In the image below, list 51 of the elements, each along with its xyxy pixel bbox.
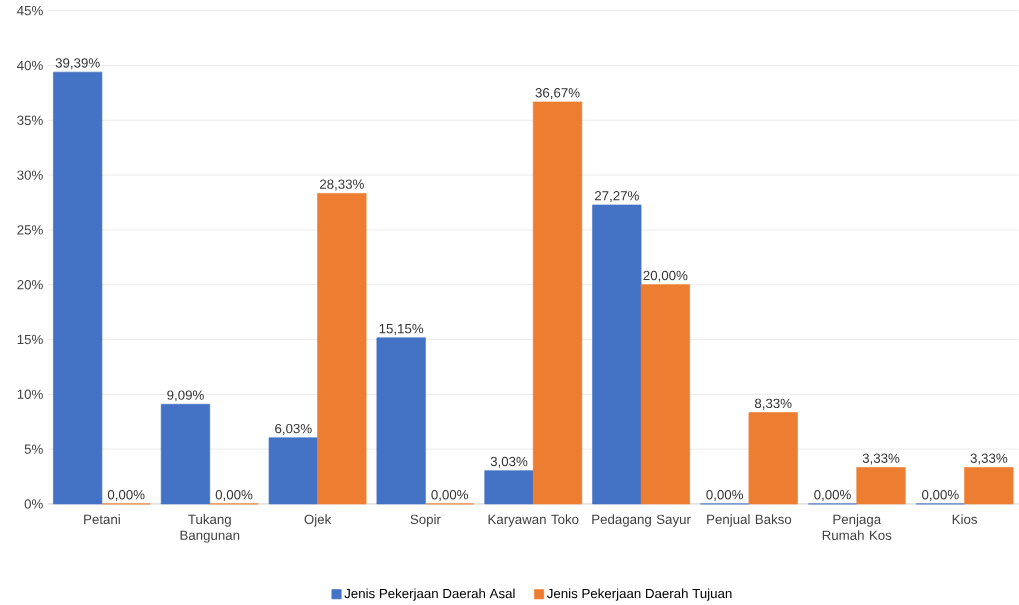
- y-tick-label: 20%: [17, 279, 43, 290]
- y-tick-label: 5%: [24, 444, 43, 454]
- bar: [53, 71, 103, 505]
- bar: [484, 470, 534, 505]
- data-label: 0,00%: [922, 489, 959, 501]
- data-label: 36,67%: [535, 87, 580, 99]
- y-tick-label: 10%: [17, 389, 43, 399]
- bar: [160, 403, 211, 505]
- x-tick-label: Petani: [84, 514, 120, 524]
- legend-label: Jenis Pekerjaan Daerah Tujuan: [546, 588, 732, 601]
- data-label: 0,00%: [706, 489, 744, 501]
- x-tick-label: Karyawan Toko: [488, 514, 579, 527]
- y-tick-label: 30%: [17, 170, 43, 180]
- x-tick-label: Kios: [952, 514, 978, 524]
- legend-label: Jenis Pekerjaan Daerah Asal: [344, 588, 515, 601]
- data-label: 3,03%: [490, 456, 528, 468]
- x-tick-label: Penjual Bakso: [707, 514, 792, 527]
- data-label: 39,39%: [55, 58, 100, 70]
- bar: [268, 437, 318, 505]
- data-label: 0,00%: [107, 489, 145, 501]
- y-tick-label: 0%: [24, 499, 43, 509]
- y-tick-label: 15%: [17, 334, 43, 344]
- bar: [748, 412, 798, 505]
- data-label: 3,33%: [970, 453, 1008, 465]
- x-tick-label: Penjaga Rumah Kos: [822, 514, 892, 540]
- y-tick-label: 45%: [17, 5, 43, 16]
- data-label: 6,03%: [275, 423, 312, 435]
- x-tick-label: Ojek: [304, 514, 332, 527]
- x-tick-label: Tukang Bangunan: [180, 514, 240, 543]
- data-label: 0,00%: [215, 489, 253, 501]
- data-label: 27,27%: [594, 190, 639, 202]
- x-tick-label: Pedagang Sayur: [592, 514, 691, 527]
- y-tick-label: 40%: [17, 60, 43, 70]
- bar: [640, 284, 690, 505]
- bar: [532, 101, 583, 505]
- data-label: 3,33%: [862, 453, 900, 465]
- data-label: 0,00%: [814, 489, 851, 501]
- bar: [317, 192, 367, 505]
- bar: [592, 204, 642, 505]
- data-label: 9,09%: [167, 390, 204, 402]
- data-label: 8,33%: [754, 398, 792, 410]
- bar: [376, 337, 426, 505]
- bar: [964, 466, 1014, 505]
- data-label: 15,15%: [379, 323, 424, 335]
- bar: [856, 466, 906, 505]
- data-label: 28,33%: [319, 179, 364, 191]
- x-tick-label: Sopir: [410, 514, 441, 527]
- data-label: 20,00%: [643, 270, 688, 282]
- y-tick-label: 35%: [17, 115, 43, 125]
- y-tick-label: 25%: [17, 225, 43, 235]
- data-label: 0,00%: [431, 489, 469, 501]
